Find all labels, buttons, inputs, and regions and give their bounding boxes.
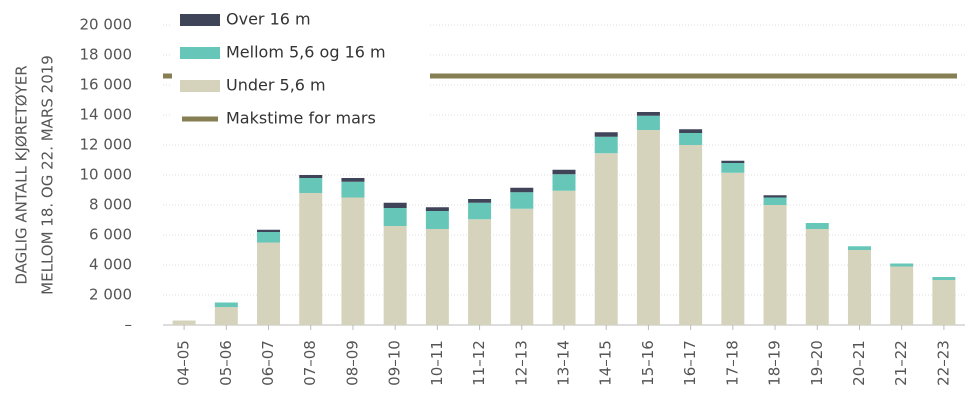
bar-segment: [468, 219, 492, 325]
bar-segment: [257, 242, 281, 325]
x-tick-label: 07–08: [301, 340, 319, 386]
bar-segment: [214, 307, 238, 325]
bar-segment: [510, 192, 534, 209]
y-tick-label: 8 000: [89, 196, 132, 214]
x-tick-label: 21–22: [892, 340, 910, 386]
y-tick-label: 10 000: [80, 166, 133, 184]
bar-segment: [425, 211, 449, 229]
bar-segment: [257, 229, 281, 232]
bar-segment: [172, 320, 196, 325]
bar-segment: [847, 250, 871, 325]
x-tick-label: 06–07: [259, 340, 277, 386]
legend-box: [172, 5, 430, 135]
bar-segment: [425, 207, 449, 211]
y-axis-label: DAGLIG ANTALL KJØRETØYER: [13, 65, 31, 284]
x-tick-label: 19–20: [808, 340, 826, 386]
bar-segment: [510, 208, 534, 325]
legend-label: Makstime for mars: [226, 109, 376, 128]
x-tick-label: 17–18: [723, 340, 741, 386]
bar-segment: [341, 178, 365, 182]
y-tick-label: 20 000: [80, 16, 133, 34]
y-axis-label: MELLOM 18. OG 22. MARS 2019: [39, 55, 57, 295]
bar-segment: [383, 208, 407, 226]
bar-segment: [636, 130, 660, 325]
bar-segment: [299, 175, 323, 178]
x-tick-label: 10–11: [428, 340, 446, 386]
x-tick-label: 12–13: [512, 340, 530, 386]
bar-segment: [552, 174, 576, 191]
bar-segment: [932, 280, 956, 325]
x-tick-label: 20–21: [850, 340, 868, 386]
x-tick-label: 16–17: [681, 340, 699, 386]
legend-swatch: [180, 14, 220, 26]
bar-segment: [510, 187, 534, 193]
y-tick-label: –: [125, 316, 133, 334]
bar-segment: [341, 197, 365, 325]
bar-segment: [214, 302, 238, 307]
bar-segment: [679, 133, 703, 145]
bar-segment: [257, 232, 281, 243]
bar-segment: [425, 229, 449, 325]
legend-swatch: [180, 80, 220, 92]
x-tick-label: 22–23: [934, 340, 952, 386]
legend-swatch: [180, 47, 220, 59]
x-tick-label: 08–09: [343, 340, 361, 386]
bar-segment: [721, 172, 745, 325]
bar-segment: [679, 145, 703, 325]
bar-segment: [847, 246, 871, 250]
bar-segment: [468, 199, 492, 203]
bar-segment: [636, 115, 660, 130]
bar-segment: [890, 263, 914, 267]
x-tick-label: 04–05: [175, 340, 193, 386]
bar-segment: [679, 129, 703, 133]
bar-segment: [763, 205, 787, 325]
bar-segment: [594, 153, 618, 325]
bar-segment: [341, 181, 365, 198]
bar-segment: [468, 202, 492, 220]
y-tick-label: 6 000: [89, 226, 132, 244]
x-tick-label: 14–15: [597, 340, 615, 386]
bar-segment: [594, 132, 618, 137]
y-tick-label: 2 000: [89, 286, 132, 304]
y-tick-label: 14 000: [80, 106, 133, 124]
y-tick-label: 12 000: [80, 136, 133, 154]
legend-label: Mellom 5,6 og 16 m: [226, 43, 386, 62]
x-tick-label: 09–10: [386, 340, 404, 386]
y-tick-label: 4 000: [89, 256, 132, 274]
legend-label: Over 16 m: [226, 10, 311, 29]
bar-segment: [299, 178, 323, 193]
bar-segment: [383, 226, 407, 325]
x-tick-label: 15–16: [639, 340, 657, 386]
bar-segment: [721, 163, 745, 173]
bar-segment: [552, 190, 576, 325]
bar-segment: [636, 112, 660, 116]
x-tick-label: 13–14: [555, 340, 573, 386]
bar-segment: [594, 136, 618, 154]
bar-segment: [763, 197, 787, 205]
bar-segment: [890, 266, 914, 325]
bar-segment: [805, 223, 829, 229]
x-tick-label: 18–19: [766, 340, 784, 386]
legend-label: Under 5,6 m: [226, 76, 326, 95]
x-tick-label: 11–12: [470, 340, 488, 386]
bar-segment: [932, 277, 956, 280]
x-tick-label: 05–06: [217, 340, 235, 386]
bar-segment: [763, 195, 787, 198]
bar-segment: [721, 160, 745, 163]
bar-segment: [299, 193, 323, 325]
bar-segment: [383, 202, 407, 208]
y-tick-label: 16 000: [80, 76, 133, 94]
y-tick-label: 18 000: [80, 46, 133, 64]
bar-segment: [805, 229, 829, 325]
bar-segment: [552, 169, 576, 175]
